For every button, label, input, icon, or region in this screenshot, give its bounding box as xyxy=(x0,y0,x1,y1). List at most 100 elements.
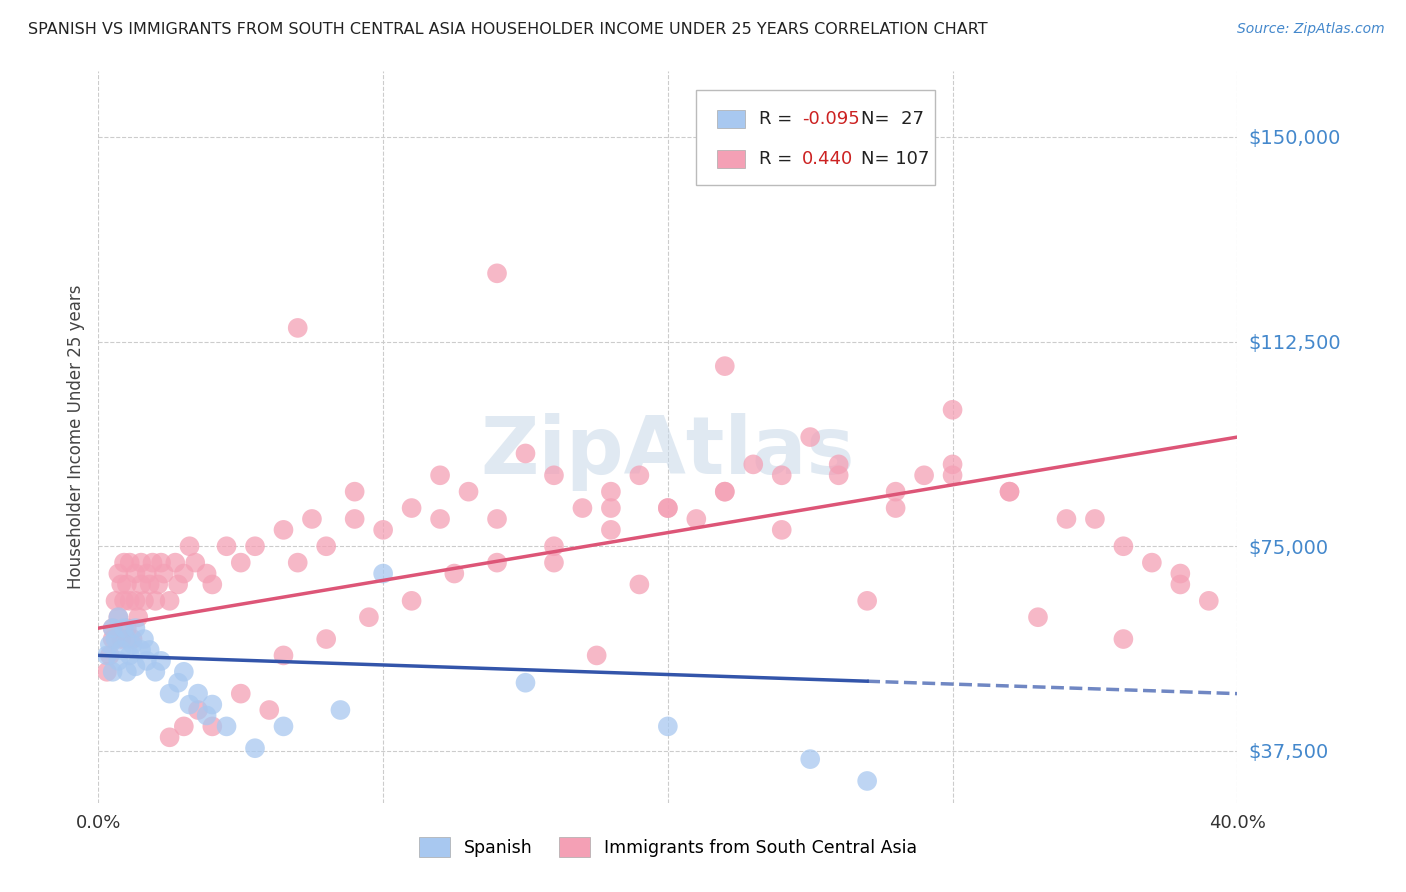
Point xyxy=(770,468,793,483)
Point xyxy=(101,621,124,635)
Point xyxy=(942,402,965,417)
Point xyxy=(229,556,252,570)
Point xyxy=(121,638,143,652)
Point xyxy=(115,621,138,635)
Point xyxy=(201,719,224,733)
Point xyxy=(315,632,337,646)
Point xyxy=(96,648,118,663)
Point xyxy=(173,566,195,581)
Point xyxy=(273,523,295,537)
Point xyxy=(287,321,309,335)
Point xyxy=(173,665,195,679)
Point xyxy=(657,501,679,516)
Point xyxy=(287,556,309,570)
Point xyxy=(135,566,157,581)
Point xyxy=(1112,632,1135,646)
Point xyxy=(150,556,173,570)
Point xyxy=(124,566,146,581)
Point xyxy=(884,501,907,516)
Point xyxy=(1140,556,1163,570)
Point xyxy=(301,512,323,526)
Point xyxy=(135,654,157,668)
Point xyxy=(457,484,479,499)
Point xyxy=(401,501,423,516)
Point xyxy=(357,610,380,624)
Point xyxy=(585,648,607,663)
Point xyxy=(201,698,224,712)
Point xyxy=(112,621,135,635)
Point xyxy=(110,643,132,657)
Point xyxy=(429,512,451,526)
Point xyxy=(942,458,965,472)
Point xyxy=(828,458,851,472)
Point xyxy=(153,566,176,581)
Point xyxy=(273,719,295,733)
Point xyxy=(884,484,907,499)
Point xyxy=(657,719,679,733)
Point xyxy=(856,594,879,608)
Text: N=  27: N= 27 xyxy=(862,110,925,128)
Point xyxy=(799,430,821,444)
Point xyxy=(124,659,146,673)
Point xyxy=(110,632,132,646)
Point xyxy=(118,594,141,608)
Text: 0.440: 0.440 xyxy=(803,150,853,168)
Point xyxy=(329,703,352,717)
Point xyxy=(714,484,737,499)
Point xyxy=(159,594,181,608)
Point xyxy=(373,566,395,581)
Point xyxy=(600,501,623,516)
Point xyxy=(1198,594,1220,608)
Point xyxy=(173,719,195,733)
Point xyxy=(912,468,935,483)
Point xyxy=(179,698,201,712)
Point xyxy=(486,266,509,280)
Point xyxy=(115,632,138,646)
Point xyxy=(215,719,238,733)
Point xyxy=(118,648,141,663)
Point xyxy=(107,610,129,624)
Point xyxy=(115,577,138,591)
Point xyxy=(443,566,465,581)
Point xyxy=(486,512,509,526)
Point xyxy=(127,610,149,624)
Point xyxy=(150,654,173,668)
Point xyxy=(112,594,135,608)
Point xyxy=(98,638,121,652)
Point xyxy=(628,468,651,483)
Point xyxy=(107,610,129,624)
Point xyxy=(1170,577,1192,591)
Point xyxy=(657,501,679,516)
Point xyxy=(714,359,737,373)
Point xyxy=(138,643,160,657)
Point xyxy=(101,665,124,679)
Point xyxy=(799,752,821,766)
Text: Source: ZipAtlas.com: Source: ZipAtlas.com xyxy=(1237,22,1385,37)
Point xyxy=(195,566,218,581)
Point xyxy=(107,654,129,668)
Point xyxy=(184,556,207,570)
Point xyxy=(543,468,565,483)
Point xyxy=(742,458,765,472)
Point xyxy=(942,468,965,483)
Point xyxy=(1026,610,1049,624)
Point xyxy=(515,675,537,690)
Point xyxy=(243,741,266,756)
Point xyxy=(187,687,209,701)
Point xyxy=(828,468,851,483)
Point xyxy=(165,556,187,570)
Point xyxy=(515,446,537,460)
Point xyxy=(856,774,879,789)
Legend: Spanish, Immigrants from South Central Asia: Spanish, Immigrants from South Central A… xyxy=(408,826,928,867)
Point xyxy=(138,577,160,591)
Point xyxy=(104,632,127,646)
Point xyxy=(145,594,167,608)
Point xyxy=(110,577,132,591)
Point xyxy=(998,484,1021,499)
Point xyxy=(429,468,451,483)
Y-axis label: Householder Income Under 25 years: Householder Income Under 25 years xyxy=(66,285,84,590)
Point xyxy=(187,703,209,717)
Point xyxy=(1056,512,1078,526)
Point xyxy=(486,556,509,570)
Point xyxy=(98,648,121,663)
